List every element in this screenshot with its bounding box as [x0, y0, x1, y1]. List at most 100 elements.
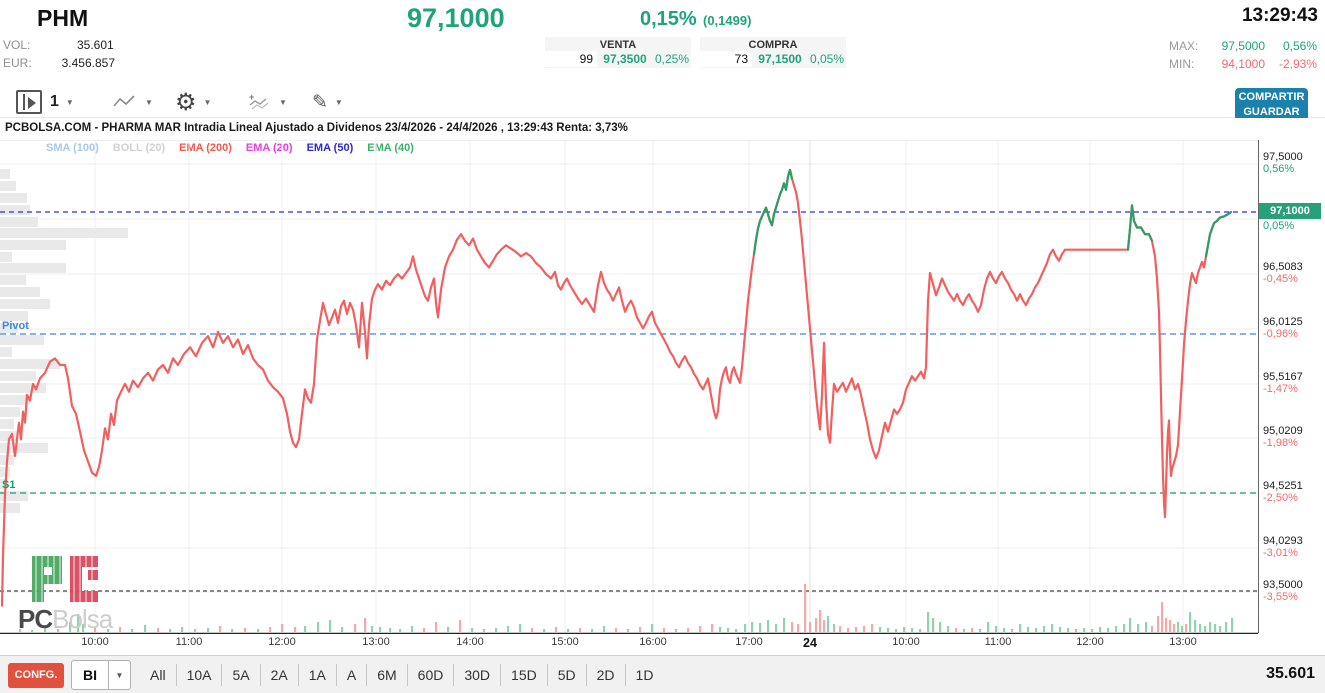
range-separator: [546, 664, 548, 686]
panel-toggle-icon: [16, 90, 42, 114]
range-button-2a[interactable]: 2A: [270, 667, 288, 683]
add-indicator-icon: +: [249, 92, 269, 110]
range-separator: [259, 664, 261, 686]
current-price-tag: 97,1000: [1259, 203, 1321, 219]
time-axis-label: 12:00: [268, 636, 296, 648]
volume-label: VOL:: [3, 38, 31, 52]
interval-value: 1: [50, 93, 59, 110]
indicator-legend: SMA (100) BOLL (20) EMA (200) EMA (20) EMA (…: [46, 142, 414, 154]
range-button-1d[interactable]: 1D: [635, 667, 654, 683]
chevron-down-icon: ▼: [65, 97, 74, 107]
time-axis-label: 15:00: [551, 636, 579, 648]
range-button-a[interactable]: A: [346, 667, 357, 683]
bid-percent: 0,05%: [809, 52, 844, 66]
chart-toolbar: 1 ▼ ▼ ⚙ ▼ + ▼ ✎ ▼ COMPARTIR GUARDAR: [0, 85, 1325, 121]
axis-percent-label: -1,98%: [1263, 437, 1298, 449]
chevron-down-icon: ▼: [203, 97, 212, 107]
price-line-up-segment: [752, 168, 794, 256]
settings-menu[interactable]: ⚙ ▼: [175, 88, 212, 116]
price-chart-canvas[interactable]: [0, 140, 1258, 635]
range-button-2d[interactable]: 2D: [596, 667, 615, 683]
pcbolsa-watermark: PCBolsa: [18, 552, 128, 634]
range-button-30d[interactable]: 30D: [464, 667, 491, 683]
toggle-sidebar-button[interactable]: [8, 89, 42, 115]
chart-type-selector[interactable]: ▼: [112, 89, 153, 115]
volume-bars: [19, 584, 1234, 632]
axis-price-label: 95,0209: [1263, 425, 1303, 437]
change-absolute: (0,1499): [703, 13, 752, 28]
volume-row: VOL: 35.601: [3, 38, 114, 52]
axis-price-label: 97,5000: [1263, 151, 1303, 163]
range-button-1a[interactable]: 1A: [308, 667, 326, 683]
volume-profile: [0, 169, 128, 513]
eur-value: 3.456.857: [61, 56, 116, 70]
market-selector[interactable]: BI ▼: [71, 660, 131, 690]
legend-item[interactable]: EMA (40): [367, 142, 414, 154]
time-axis-label: 13:00: [362, 636, 390, 648]
interval-selector[interactable]: 1 ▼: [50, 89, 74, 115]
range-separator: [500, 664, 502, 686]
range-button-5d[interactable]: 5D: [557, 667, 576, 683]
line-chart-icon: [113, 95, 135, 107]
gear-icon: ⚙: [175, 88, 197, 116]
axis-percent-label: 0,56%: [1263, 163, 1295, 175]
legend-item[interactable]: EMA (50): [306, 142, 354, 154]
range-button-10a[interactable]: 10A: [186, 667, 212, 683]
max-row: MAX: 97,5000 0,56%: [1169, 39, 1317, 53]
time-axis-label: 13:00: [1169, 636, 1197, 648]
range-button-15d[interactable]: 15D: [511, 667, 537, 683]
bid-label: COMPRA: [748, 39, 798, 51]
bottom-toolbar: CONFG. BI ▼ All 10A 5A 2A 1A A 6M 60D 30D 15D 5D 2D…: [0, 655, 1325, 693]
s1-label: S1: [2, 479, 16, 491]
add-indicator-menu[interactable]: + ▼: [248, 89, 287, 115]
price-line: [0, 168, 1233, 607]
axis-percent-label: -3,55%: [1263, 591, 1298, 603]
chart-region: PCBOLSA.COM - PHARMA MAR Intradia Lineal…: [0, 118, 1325, 655]
legend-item[interactable]: SMA (100): [46, 142, 99, 154]
ticker-symbol: PHM: [37, 5, 89, 31]
min-row: MIN: 94,1000 -2,93%: [1169, 57, 1317, 71]
range-button-all[interactable]: All: [150, 667, 166, 683]
ask-quote-box[interactable]: VENTA 99 97,3500 0,25%: [545, 37, 691, 68]
time-axis-label: 11:00: [175, 636, 203, 648]
range-separator: [406, 664, 408, 686]
ask-quantity: 99: [545, 51, 597, 67]
range-separator: [585, 664, 587, 686]
legend-item[interactable]: EMA (20): [245, 142, 293, 154]
quote-header: PHM VOL: 35.601 EUR: 3.456.857 97,1000 0…: [0, 0, 1325, 85]
bid-quantity: 73: [700, 51, 752, 67]
share-label: COMPARTIR: [1238, 91, 1305, 104]
chevron-down-icon: ▼: [145, 97, 153, 107]
volume-value: 35.601: [77, 38, 114, 52]
range-button-60d[interactable]: 60D: [417, 667, 444, 683]
chevron-down-icon: ▼: [279, 97, 287, 107]
market-selector-value: BI: [83, 667, 97, 683]
drawing-tools-menu[interactable]: ✎ ▼: [312, 89, 343, 115]
save-label: GUARDAR: [1243, 105, 1300, 118]
eur-row: EUR: 3.456.857: [3, 56, 115, 70]
time-axis-label: 24: [803, 636, 817, 650]
time-axis-label: 11:00: [984, 636, 1012, 648]
range-separator: [297, 664, 299, 686]
share-save-button[interactable]: COMPARTIR GUARDAR: [1235, 88, 1308, 121]
price-line-up-segment: [1204, 210, 1233, 258]
range-separator: [453, 664, 455, 686]
time-axis-label: 14:00: [456, 636, 484, 648]
ask-percent: 0,25%: [654, 52, 689, 66]
change-percent: 0,15%: [640, 8, 697, 30]
range-button-6m[interactable]: 6M: [377, 667, 397, 683]
bid-quote-box[interactable]: COMPRA 73 97,1500 0,05%: [700, 37, 846, 68]
range-button-5a[interactable]: 5A: [232, 667, 250, 683]
price-line-up-segment: [1126, 204, 1154, 251]
time-axis-label: 10:00: [81, 636, 109, 648]
ask-label: VENTA: [599, 39, 637, 51]
time-axis-label: 17:00: [735, 636, 763, 648]
eur-label: EUR:: [3, 56, 32, 70]
axis-percent-label: -3,01%: [1263, 547, 1298, 559]
chart-title: PCBOLSA.COM - PHARMA MAR Intradia Lineal…: [5, 122, 628, 134]
legend-item[interactable]: EMA (200): [179, 142, 232, 154]
ask-price: 97,3500: [603, 52, 647, 66]
config-button[interactable]: CONFG.: [8, 663, 64, 688]
pcbolsa-wordmark: PCBolsa: [18, 604, 113, 634]
legend-item[interactable]: BOLL (20): [112, 142, 166, 154]
